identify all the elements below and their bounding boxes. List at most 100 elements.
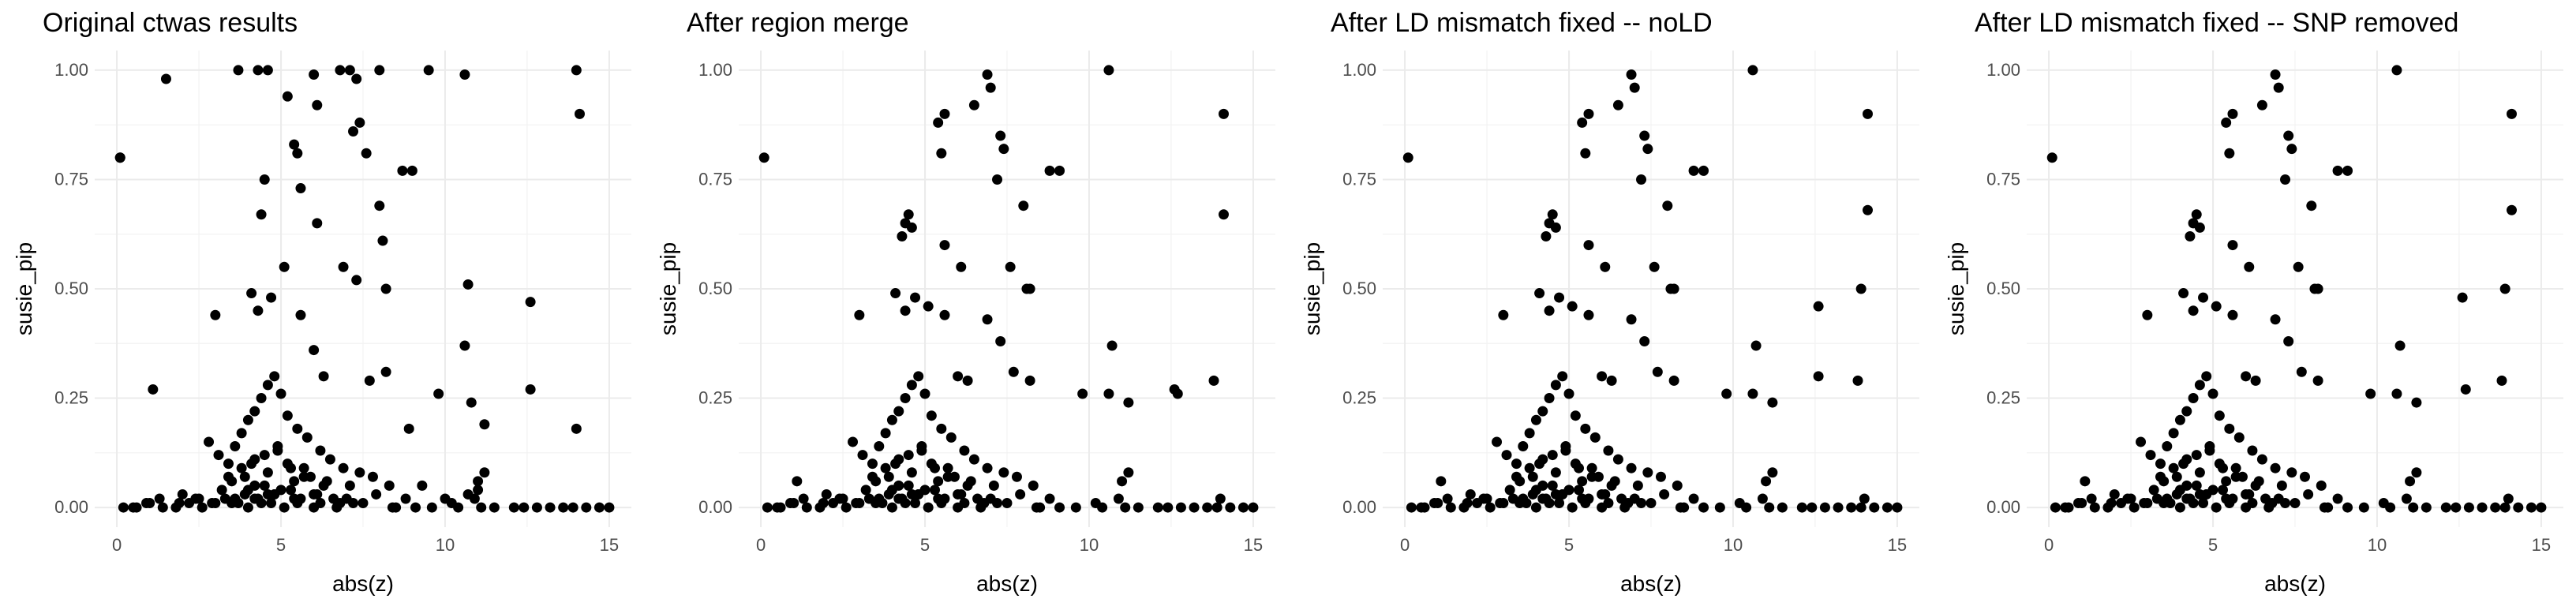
data-point: [857, 450, 868, 461]
data-point: [1537, 480, 1548, 491]
data-point: [933, 117, 944, 128]
data-point: [1547, 450, 1558, 461]
data-point: [2263, 502, 2275, 513]
data-point: [269, 488, 280, 500]
data-point: [2221, 117, 2232, 128]
data-point: [249, 493, 260, 504]
data-point: [2181, 493, 2192, 504]
data-point: [2191, 480, 2202, 491]
data-point: [508, 502, 519, 513]
data-point: [953, 371, 964, 382]
data-point: [371, 488, 382, 500]
data-point: [936, 423, 947, 434]
data-point: [259, 174, 270, 185]
data-point: [2525, 502, 2537, 513]
data-point: [2457, 292, 2468, 303]
data-point: [1028, 480, 1039, 491]
data-point: [440, 493, 451, 504]
data-point: [1750, 340, 1762, 351]
data-point: [1123, 397, 1134, 408]
panel-title: After region merge: [687, 8, 909, 38]
data-point: [2201, 371, 2212, 382]
data-point: [1485, 502, 1496, 513]
data-point: [893, 406, 904, 417]
data-point: [1495, 498, 1506, 509]
data-point: [1498, 309, 1509, 320]
data-point: [282, 91, 293, 102]
data-point: [1547, 209, 1558, 220]
data-point: [462, 279, 474, 290]
data-point: [975, 502, 987, 513]
data-point: [1757, 493, 1768, 504]
data-point: [2227, 108, 2238, 119]
data-point: [801, 502, 812, 513]
data-point: [1567, 301, 1578, 312]
y-tick-label: 1.00: [1986, 60, 2020, 80]
data-point: [1642, 467, 1653, 478]
y-tick-label: 0.25: [54, 388, 88, 408]
data-point: [2204, 445, 2215, 456]
x-tick-label: 0: [1400, 535, 1410, 555]
data-point: [473, 485, 484, 496]
data-point: [410, 502, 421, 513]
data-point: [982, 462, 993, 473]
data-point: [1583, 309, 1594, 320]
y-tick-label: 1.00: [698, 60, 732, 80]
data-point: [1574, 485, 1585, 496]
data-point: [758, 152, 769, 163]
data-point: [890, 288, 901, 299]
chart-panel-4: 0.00 0.25 0.50 0.75 1.00 0 5 10 15 After LD misma…: [1944, 8, 2563, 596]
data-point: [1570, 458, 1581, 470]
data-point: [531, 502, 542, 513]
data-point: [930, 485, 941, 496]
data-point: [2440, 502, 2451, 513]
data-point: [1747, 65, 1758, 76]
data-point: [1005, 261, 1016, 272]
data-point: [351, 275, 362, 286]
data-point: [1881, 502, 1893, 513]
y-tick-label: 0.25: [1986, 388, 2020, 408]
data-point: [2198, 498, 2209, 509]
y-tick-label: 0.75: [1342, 169, 1376, 189]
data-point: [923, 301, 934, 312]
data-point: [312, 488, 323, 500]
data-point: [2155, 458, 2166, 470]
data-point: [2323, 502, 2334, 513]
data-point: [1419, 502, 1430, 513]
data-point: [207, 498, 218, 509]
data-point: [295, 309, 306, 320]
data-point: [2089, 502, 2100, 513]
data-point: [2181, 454, 2192, 465]
data-point: [2174, 502, 2185, 513]
data-point: [1015, 488, 1026, 500]
data-point: [949, 471, 960, 482]
data-point: [1603, 498, 1614, 509]
data-point: [1626, 314, 1637, 325]
data-point: [2136, 436, 2147, 447]
data-point: [1429, 498, 1440, 509]
data-point: [903, 209, 914, 220]
data-point: [312, 218, 323, 229]
data-point: [1583, 108, 1594, 119]
data-point: [1445, 502, 1456, 513]
data-point: [2296, 366, 2307, 377]
data-point: [1544, 305, 1555, 316]
data-point: [1024, 375, 1035, 386]
data-point: [266, 292, 277, 303]
data-point: [2391, 388, 2402, 399]
data-point: [1524, 428, 1535, 439]
data-point: [913, 371, 924, 382]
data-point: [282, 410, 293, 421]
data-point: [939, 240, 950, 251]
data-point: [236, 462, 247, 473]
data-point: [2276, 480, 2287, 491]
data-point: [2201, 488, 2212, 500]
data-point: [473, 476, 484, 487]
y-tick-label: 0.50: [698, 279, 732, 298]
data-point: [945, 432, 957, 443]
data-point: [1767, 467, 1778, 478]
data-point: [1796, 502, 1807, 513]
data-point: [249, 454, 260, 465]
data-point: [1189, 502, 1200, 513]
data-point: [1106, 340, 1118, 351]
